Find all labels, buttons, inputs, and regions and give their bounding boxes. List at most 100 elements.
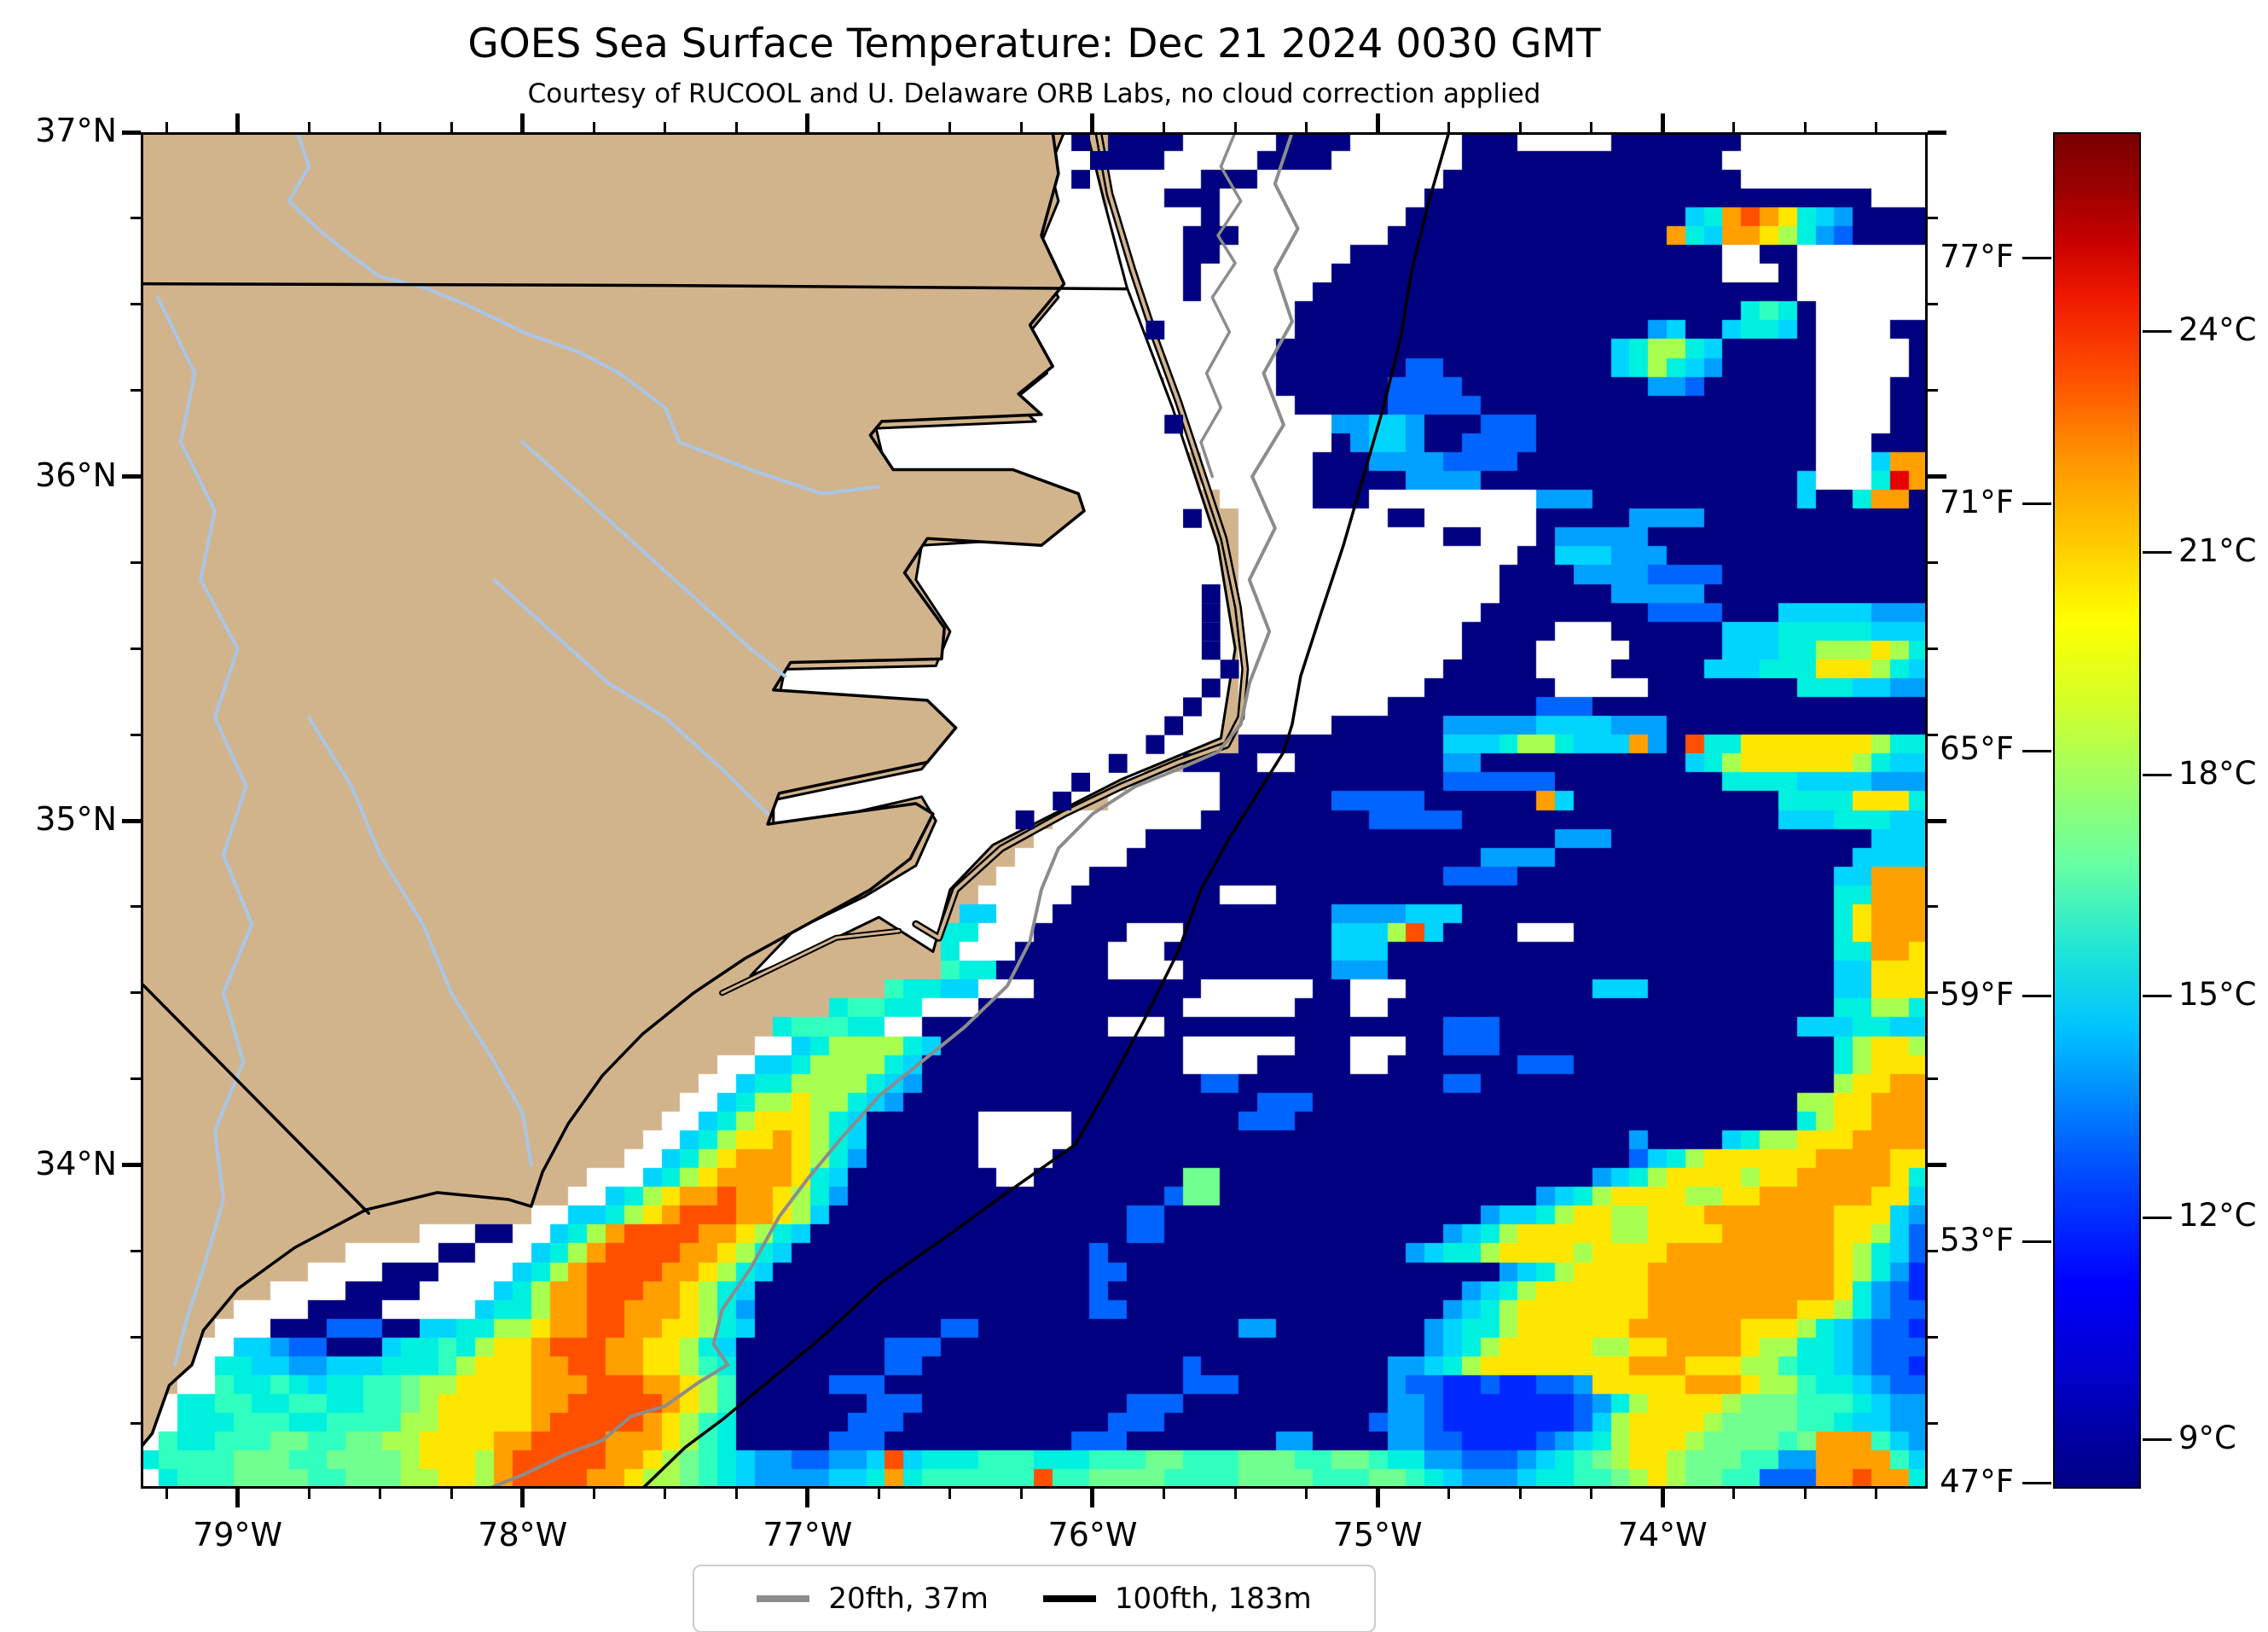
legend-line-100fth [1042, 1595, 1096, 1602]
x-tick-top [877, 122, 880, 132]
state-border-nc-sc [141, 981, 371, 1215]
colorbar-tick-c [2143, 774, 2172, 777]
sound-sst-cell [1071, 170, 1090, 189]
colorbar-label-c: 9°C [2178, 1419, 2236, 1456]
colorbar-tick-c [2143, 1438, 2172, 1442]
mainland-land [141, 132, 1086, 1449]
y-tick [131, 1077, 141, 1081]
y-tick [122, 1163, 141, 1168]
x-tick [877, 1489, 880, 1499]
y-tick-right [1928, 1335, 1938, 1339]
x-tick [734, 1489, 738, 1499]
x-tick [235, 1489, 241, 1507]
river-2 [307, 716, 533, 1167]
sound-sst-cell [1220, 659, 1239, 679]
colorbar-label-f: 65°F [1940, 730, 2014, 768]
x-tick-top [948, 122, 952, 132]
colorbar-label-f: 53°F [1940, 1221, 2014, 1258]
x-tick [948, 1489, 952, 1499]
x-tick-top [1875, 122, 1878, 132]
colorbar-label-c: 24°C [2178, 311, 2257, 348]
x-tick [1090, 1489, 1095, 1507]
colorbar-tick-c [2143, 330, 2172, 334]
sound-sst-cell [1108, 753, 1128, 773]
x-tick [1019, 1489, 1023, 1499]
sound-sst-cell [1071, 132, 1090, 152]
y-tick [131, 647, 141, 650]
y-tick-right [1928, 905, 1938, 909]
sound-sst-cell [1089, 151, 1109, 171]
sound-sst-cell [1146, 735, 1165, 754]
bogue-banks [721, 929, 901, 995]
colorbar-tick-f [2022, 749, 2051, 752]
state-border-va-nc [141, 282, 1128, 291]
x-tick [1518, 1489, 1522, 1499]
y-tick [131, 991, 141, 995]
colorbar-label-c: 15°C [2178, 975, 2257, 1013]
x-tick-top [1233, 122, 1237, 132]
x-tick-label: 79°W [193, 1516, 283, 1554]
y-tick [131, 217, 141, 220]
sound-sst-cell [1201, 678, 1221, 698]
y-tick-right [1928, 560, 1938, 564]
colorbar-tick-f [2022, 257, 2051, 260]
sound-sst-cell [1201, 641, 1221, 660]
y-tick [131, 1421, 141, 1425]
x-tick-top [664, 122, 667, 132]
y-tick-right [1928, 1163, 1946, 1168]
x-tick-top [1660, 113, 1665, 132]
legend-item-20fth: 20fth, 37m [757, 1582, 989, 1616]
x-tick [1375, 1489, 1380, 1507]
y-tick-right [1928, 303, 1938, 306]
y-tick [122, 130, 141, 135]
page-subtitle: Courtesy of RUCOOL and U. Delaware ORB L… [527, 78, 1541, 109]
y-tick-right [1928, 1421, 1938, 1425]
x-tick [520, 1489, 525, 1507]
x-tick [1233, 1489, 1237, 1499]
x-tick [450, 1489, 453, 1499]
y-tick-right [1928, 818, 1946, 823]
y-tick [131, 1335, 141, 1339]
y-tick-right [1928, 1077, 1938, 1081]
contour-20-fathom [486, 132, 1300, 1489]
river-4 [520, 440, 787, 678]
sound-sst-cell [1183, 508, 1202, 528]
y-tick-label: 34°N [35, 1144, 117, 1182]
y-tick [131, 905, 141, 909]
colorbar-tick-f [2022, 502, 2051, 506]
y-tick [131, 303, 141, 306]
y-tick [131, 389, 141, 392]
x-tick-top [450, 122, 453, 132]
x-tick [1163, 1489, 1166, 1499]
legend: 20fth, 37m 100fth, 183m [693, 1565, 1376, 1632]
x-tick [307, 1489, 310, 1499]
y-tick-label: 36°N [35, 456, 117, 494]
legend-line-20fth [757, 1595, 810, 1602]
map-frame [141, 132, 1928, 1489]
sound-sst-cell [1015, 810, 1035, 830]
x-tick-top [1732, 122, 1736, 132]
x-tick [664, 1489, 667, 1499]
x-tick-top [1375, 113, 1380, 132]
map-overlay [141, 132, 1451, 1489]
colorbar-tick-f [2022, 1240, 2051, 1244]
y-tick-label: 35°N [35, 800, 117, 839]
x-tick-top [1447, 122, 1451, 132]
y-tick-right [1928, 389, 1938, 392]
x-tick-top [307, 122, 310, 132]
x-tick-label: 75°W [1332, 1516, 1423, 1554]
x-tick [1660, 1489, 1665, 1507]
y-tick-right [1928, 130, 1946, 135]
sound-sst-cell [1201, 622, 1221, 642]
x-tick-top [1163, 122, 1166, 132]
x-tick [165, 1489, 168, 1499]
y-tick-right [1928, 217, 1938, 220]
x-tick [1732, 1489, 1736, 1499]
x-tick-top [592, 122, 595, 132]
colorbar-label-f: 47°F [1940, 1462, 2014, 1500]
sound-sst-cell [1053, 791, 1072, 810]
contour-100-fathom [641, 132, 1451, 1489]
x-tick-label: 76°W [1047, 1516, 1138, 1554]
contour-20-fathom-shoals [1199, 132, 1243, 479]
river-3 [492, 578, 770, 816]
